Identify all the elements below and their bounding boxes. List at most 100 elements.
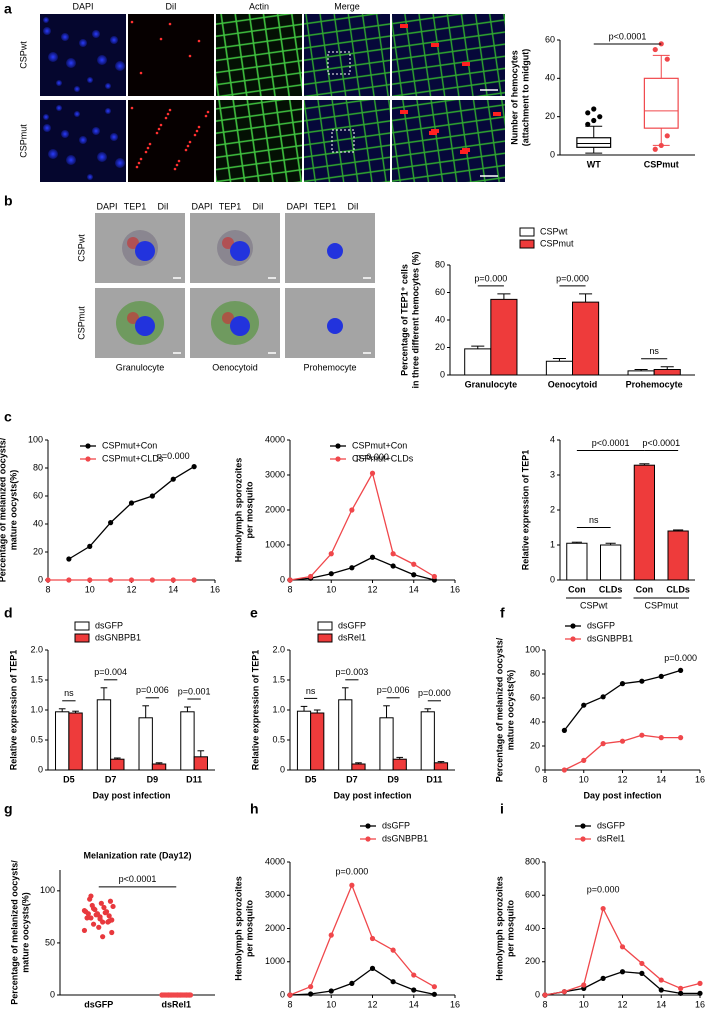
x-tick-label: 8 [542, 999, 547, 1009]
bar [572, 301, 600, 376]
y-tick-label: 80 [530, 668, 540, 678]
y-tick-label: 1.0 [272, 704, 285, 714]
outlier [664, 133, 670, 139]
data-point [106, 913, 112, 919]
data-point [411, 561, 417, 567]
dil-signal [127, 237, 139, 249]
y-tick-label: 2.0 [30, 644, 43, 654]
dil-signal [222, 312, 234, 324]
bar [545, 360, 573, 376]
cell-type-label: Prohemocyte [303, 362, 356, 372]
y-tick-label: 1 [550, 539, 555, 549]
y-axis-label: (attachment to midgut) [520, 49, 530, 147]
data-point [106, 918, 112, 924]
nucleus [105, 83, 111, 89]
row-label: CSPwt [18, 41, 28, 69]
bar [627, 370, 655, 376]
x-tick-label: 14 [656, 774, 666, 784]
outlier [652, 46, 658, 53]
y-axis-label: Relative expression of TEP1 [520, 450, 530, 571]
data-point [107, 898, 114, 904]
data-point [561, 989, 567, 995]
data-point [174, 992, 181, 998]
x-tick-label: D7 [105, 774, 117, 784]
data-point [369, 554, 376, 560]
outlier [585, 121, 591, 127]
y-tick-label: 400 [525, 923, 540, 933]
actin-image [216, 100, 302, 182]
y-axis-label: mature oocysts(%) [505, 670, 515, 751]
data-point [390, 563, 396, 569]
data-point [561, 727, 567, 734]
y-tick-label: 2.0 [272, 644, 285, 654]
x-tick-label: WT [587, 159, 601, 169]
x-tick-label: 10 [85, 584, 95, 594]
nucleus [79, 39, 87, 47]
data-point [88, 915, 94, 921]
x-tick-label: 12 [617, 999, 627, 1009]
nucleus [230, 316, 250, 336]
nucleus [48, 149, 58, 159]
x-tick-label: 8 [45, 584, 50, 594]
data-point [88, 893, 94, 899]
group-label: CSPmut [644, 600, 678, 610]
nucleus [87, 77, 93, 83]
dil-cell [462, 62, 470, 66]
legend-marker [85, 443, 91, 449]
x-tick-label: dsRel1 [161, 999, 191, 1009]
panel-letter: d [4, 605, 13, 621]
y-tick-label: 2 [550, 504, 555, 514]
nucleus [327, 318, 343, 334]
y-tick-label: 4000 [265, 856, 285, 866]
dil-cell [431, 43, 439, 47]
bar [392, 758, 407, 771]
data-point [390, 947, 396, 953]
y-tick-label: 1000 [265, 539, 285, 549]
legend-label: dsRel1 [338, 632, 366, 642]
panel-letter: g [4, 801, 13, 817]
dil-spot [137, 161, 141, 165]
panel-letter: c [4, 409, 12, 425]
data-point [149, 493, 155, 499]
data-point [619, 681, 626, 687]
legend-label: CSPmut+Con [102, 440, 157, 450]
data-point [149, 577, 155, 583]
data-point [170, 577, 176, 583]
dil-spot [177, 159, 181, 163]
legend-swatch [519, 239, 535, 249]
annotation: p=0.000 [157, 451, 190, 461]
data-point [108, 577, 114, 583]
y-axis-label: Percentage of TEP1⁺ cells [399, 264, 409, 376]
x-tick-label: 16 [210, 584, 220, 594]
data-point [108, 520, 114, 526]
x-tick-label: Oenocytoid [548, 379, 598, 389]
x-tick-label: dsGFP [84, 999, 113, 1009]
legend-marker [365, 823, 371, 829]
data-point [600, 741, 606, 747]
y-tick-label: 3000 [265, 469, 285, 479]
x-axis-label: Day post infection [583, 790, 661, 800]
data-point [561, 767, 567, 773]
data-point [98, 900, 104, 906]
dil-signal [222, 237, 234, 249]
y-tick-label: 0 [535, 989, 540, 999]
x-tick-label: D5 [63, 774, 75, 784]
data-point [639, 678, 645, 684]
nucleus [87, 174, 93, 180]
y-axis-label: per mosquito [505, 900, 515, 958]
data-point [619, 969, 626, 975]
y-tick-label: 4000 [265, 434, 285, 444]
data-point [308, 984, 314, 990]
y-tick-label: 50 [45, 937, 55, 947]
data-point [81, 927, 88, 934]
y-tick-label: 2000 [265, 923, 285, 933]
bar [180, 711, 195, 771]
y-tick-label: 2000 [265, 504, 285, 514]
x-tick-label: 14 [409, 999, 419, 1009]
nucleus [115, 61, 125, 71]
bar [138, 717, 153, 771]
data-point [87, 543, 93, 550]
y-tick-label: 1.5 [30, 674, 43, 684]
data-point [308, 991, 314, 997]
